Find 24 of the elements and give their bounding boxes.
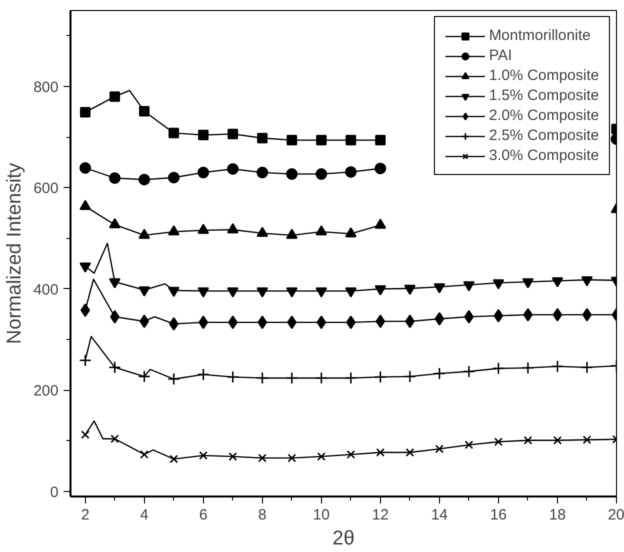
legend-label: 1.0% Composite [488, 67, 599, 84]
x-tick-label: 12 [372, 506, 389, 524]
legend-label: Montmorillonite [488, 27, 591, 44]
legend-label: 2.0% Composite [488, 107, 599, 124]
legend-label: 3.0% Composite [488, 147, 599, 164]
legend-label: 1.5% Composite [488, 87, 599, 104]
x-axis-title: 2θ [332, 528, 355, 550]
y-tick-label: 200 [33, 382, 59, 400]
legend-label: PAI [488, 47, 512, 64]
x-tick-label: 2 [81, 506, 90, 524]
y-tick-label: 600 [33, 180, 59, 198]
x-tick-label: 16 [490, 506, 507, 524]
x-tick-label: 6 [199, 506, 208, 524]
legend-label: 2.5% Composite [488, 127, 599, 144]
y-axis-title: Normalized Intensity [3, 162, 26, 344]
x-tick-label: 14 [431, 506, 448, 524]
y-tick-label: 0 [50, 484, 58, 501]
x-tick-label: 4 [140, 506, 148, 524]
y-tick-label: 800 [33, 78, 59, 96]
x-tick-label: 10 [313, 506, 330, 524]
x-tick-label: 18 [549, 506, 566, 524]
x-tick-label: 8 [258, 506, 267, 524]
x-tick-label: 20 [608, 506, 624, 524]
y-tick-label: 400 [33, 281, 59, 298]
